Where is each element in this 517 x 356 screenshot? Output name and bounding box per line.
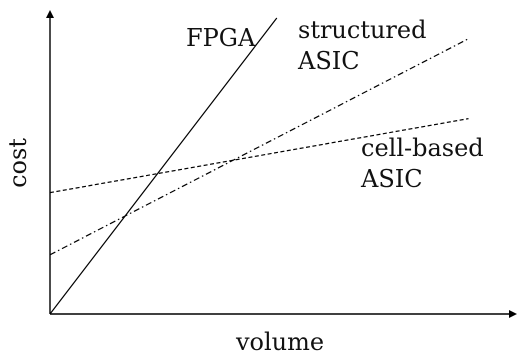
series-label-structured-asic: structured ASIC bbox=[297, 16, 426, 75]
series-line-fpga bbox=[49, 17, 278, 315]
series-layer bbox=[49, 17, 469, 315]
series-label-fpga: FPGA bbox=[186, 24, 256, 52]
axes bbox=[46, 10, 517, 318]
x-axis-label: volume bbox=[235, 328, 324, 356]
series-line-cell-based-asic bbox=[49, 118, 469, 194]
series-line-structured-asic bbox=[49, 38, 469, 256]
series-labels: FPGA structured ASIC cell-based ASIC bbox=[186, 16, 484, 193]
series-label-cell-based-asic: cell-based ASIC bbox=[360, 134, 484, 193]
y-axis-label: cost bbox=[4, 138, 32, 188]
